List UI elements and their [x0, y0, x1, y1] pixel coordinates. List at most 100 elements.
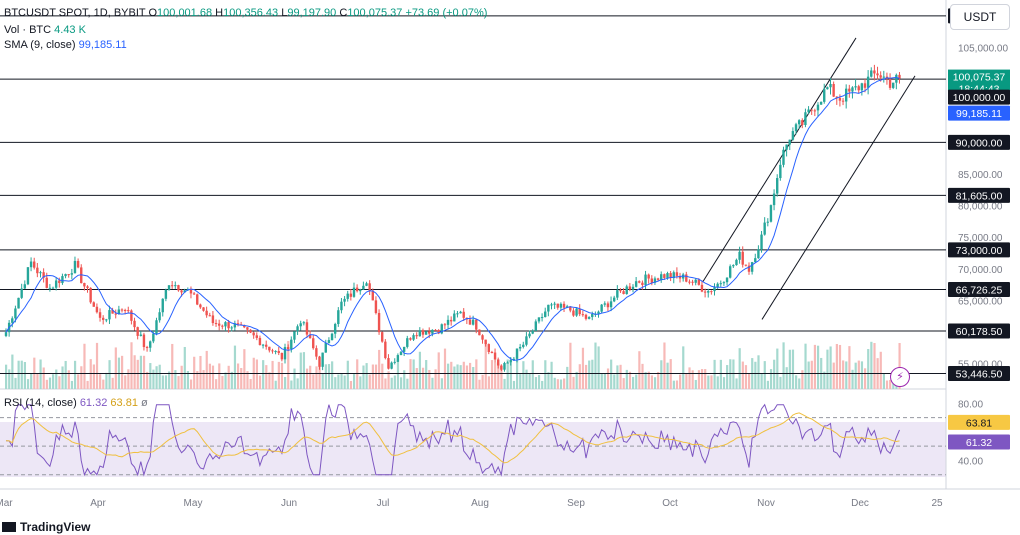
volume-bar [544, 360, 547, 389]
volume-bar [186, 371, 190, 389]
volume-bar [55, 369, 58, 389]
candle [534, 321, 538, 331]
candle [29, 261, 33, 268]
candle [440, 324, 443, 334]
volume-bar [5, 364, 8, 389]
volume-bar [305, 368, 309, 389]
volume-bar [810, 360, 813, 389]
volume-bar [415, 368, 418, 389]
volume-bar [785, 367, 788, 389]
candle [879, 75, 882, 78]
candle [656, 278, 660, 280]
candle [155, 320, 158, 334]
candle [359, 289, 362, 292]
candle [362, 285, 365, 290]
candle [707, 291, 710, 293]
candle [700, 284, 704, 292]
volume-legend[interactable]: Vol · BTC 4.43 K [4, 24, 86, 36]
candle [860, 83, 864, 91]
volume-bar [826, 349, 829, 389]
candle [832, 84, 835, 97]
candle [863, 83, 867, 88]
currency-button[interactable]: USDT [950, 4, 1010, 30]
volume-bar [183, 346, 186, 389]
candle [402, 346, 406, 352]
candle [145, 347, 149, 349]
brand-label: TradingView [20, 520, 91, 534]
symbol-label[interactable]: BTCUSDT SPOT, 1D, BYBIT [4, 7, 146, 19]
candle [797, 120, 801, 125]
candle [841, 100, 845, 102]
candle [525, 336, 528, 345]
candle [224, 322, 227, 327]
candle [54, 280, 58, 288]
volume-bar [666, 362, 669, 389]
candle [252, 332, 255, 336]
candle [258, 337, 262, 346]
tradingview-logo[interactable]: TradingView [2, 520, 90, 534]
volume-bar [710, 375, 713, 389]
candle [449, 319, 453, 322]
rsi-ma-tag: 63.81 [966, 417, 992, 429]
volume-bar [547, 372, 550, 389]
volume-bar [625, 369, 628, 389]
volume-bar [26, 379, 30, 389]
volume-bar [465, 365, 469, 389]
candle [17, 297, 20, 309]
rsi-legend[interactable]: RSI (14, close) 61.32 63.81 ø [4, 397, 148, 409]
volume-bar [860, 361, 864, 389]
volume-bar [534, 377, 538, 389]
candle [333, 324, 337, 334]
candle [804, 112, 807, 126]
volume-bar [374, 364, 378, 389]
candle [512, 358, 516, 360]
volume-bar [202, 370, 205, 389]
candle [384, 341, 387, 359]
month-label: Aug [471, 498, 489, 509]
candle [377, 313, 381, 333]
candle [283, 347, 287, 360]
volume-bar [45, 379, 48, 389]
volume-bar [531, 360, 534, 389]
candle [688, 281, 691, 283]
candle [189, 289, 193, 294]
volume-bar [813, 344, 817, 389]
volume-bar [224, 372, 227, 389]
volume-bar [258, 375, 262, 389]
volume-bar [337, 374, 340, 389]
candle [233, 323, 237, 328]
volume-bar [747, 373, 751, 389]
volume-bar [459, 365, 462, 389]
candle [597, 311, 600, 314]
rsi-empty-icon: ø [141, 397, 148, 409]
candle [214, 323, 218, 325]
candle [710, 291, 713, 293]
volume-bar [136, 359, 139, 389]
volume-bar [613, 374, 616, 389]
rsi-value: 61.32 [79, 397, 108, 409]
candle [42, 272, 45, 278]
lightning-icon[interactable]: ⚡ [890, 367, 910, 387]
candle [678, 275, 682, 279]
volume-bar [359, 376, 362, 389]
volume-bar [309, 365, 312, 389]
candle [149, 341, 152, 348]
last-price-tag: 100,075.37 [953, 72, 1006, 84]
candle [518, 346, 522, 349]
volume-bar [287, 341, 290, 389]
candle [732, 265, 735, 267]
candle [735, 259, 738, 266]
volume-bar [838, 344, 842, 389]
candle [816, 104, 820, 111]
volume-bar [472, 366, 475, 389]
candle [663, 274, 666, 278]
sma-legend[interactable]: SMA (9, close) 99,185.11 [4, 39, 127, 51]
candle [20, 288, 23, 298]
candle [531, 330, 534, 334]
volume-bar [773, 359, 776, 389]
candle [76, 260, 80, 268]
candle [487, 344, 490, 352]
candle [584, 314, 588, 319]
volume-bar [816, 345, 820, 389]
